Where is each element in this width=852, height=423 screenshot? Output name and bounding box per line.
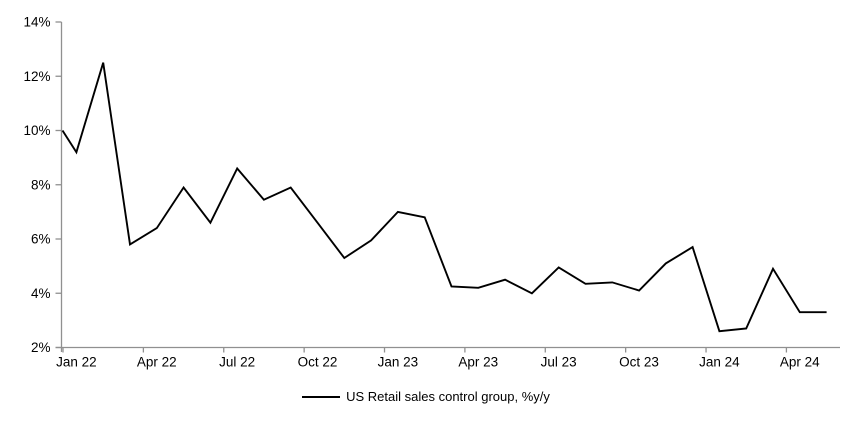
x-tick-label: Jan 24 bbox=[699, 355, 740, 370]
x-tick-label: Oct 22 bbox=[298, 355, 338, 370]
x-tick-label: Jan 22 bbox=[56, 355, 97, 370]
y-tick-label: 6% bbox=[31, 232, 51, 247]
y-tick-label: 14% bbox=[23, 15, 50, 30]
y-tick-label: 10% bbox=[23, 123, 50, 138]
x-tick-label: Apr 23 bbox=[458, 355, 498, 370]
y-tick-label: 8% bbox=[31, 177, 51, 192]
x-tick-label: Apr 22 bbox=[137, 355, 177, 370]
y-tick-label: 12% bbox=[23, 69, 50, 84]
x-tick-label: Apr 24 bbox=[780, 355, 820, 370]
y-tick-label: 2% bbox=[31, 340, 51, 355]
x-tick-label: Jul 22 bbox=[219, 355, 255, 370]
x-tick-label: Jan 23 bbox=[378, 355, 419, 370]
y-tick-label: 4% bbox=[31, 286, 51, 301]
x-tick-label: Oct 23 bbox=[619, 355, 659, 370]
x-tick-label: Jul 23 bbox=[541, 355, 577, 370]
data-line-series bbox=[61, 62, 827, 333]
